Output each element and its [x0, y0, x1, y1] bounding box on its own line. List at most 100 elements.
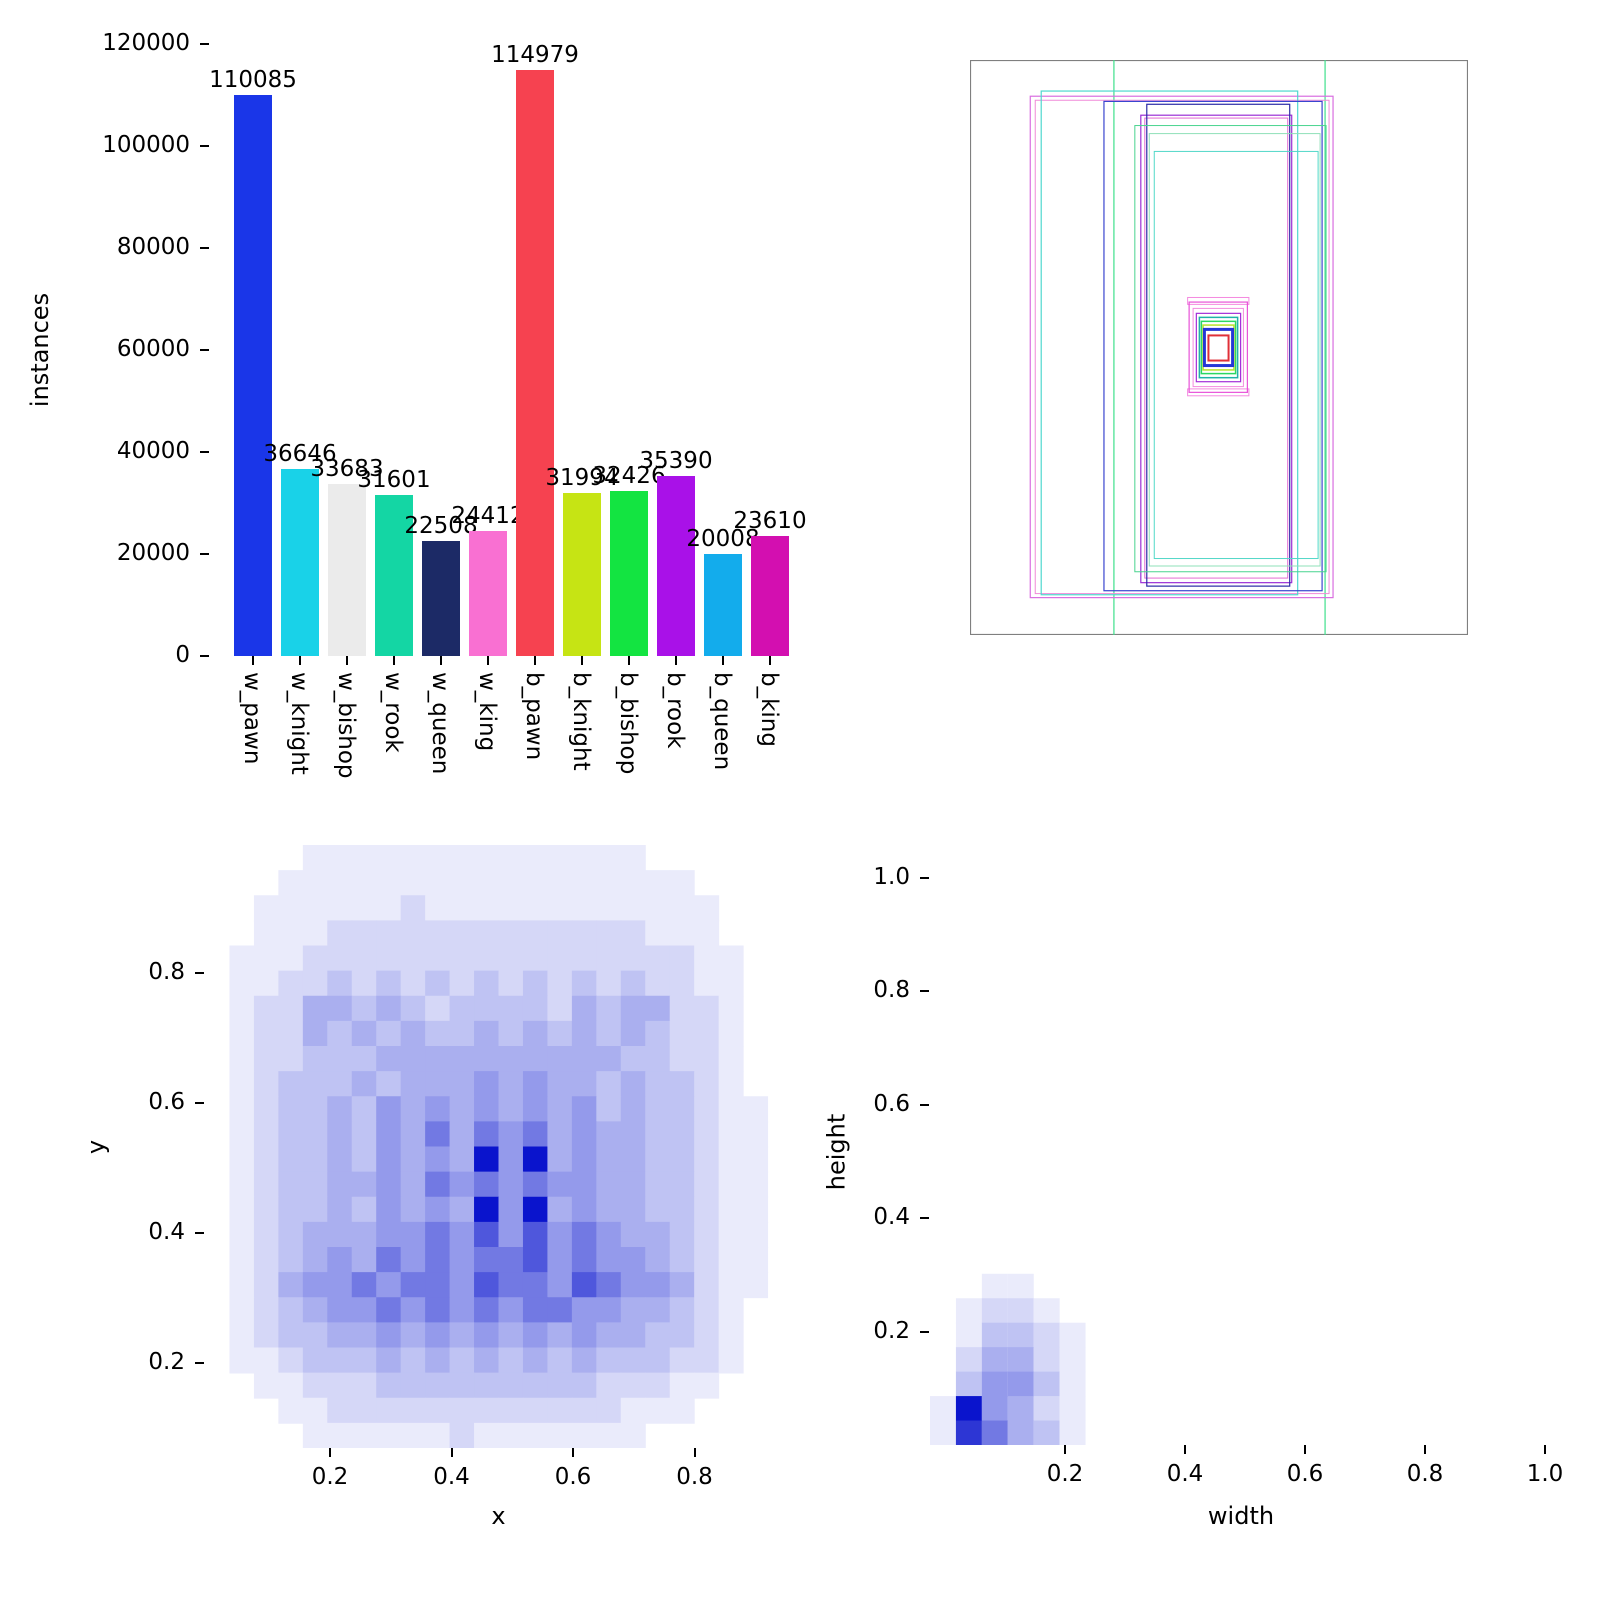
heatmap-cell — [425, 1297, 451, 1324]
heatmap-cell — [620, 1096, 646, 1123]
heatmap-cell — [351, 945, 377, 972]
heatmap-cell — [351, 1372, 377, 1399]
heatmap-cell — [620, 1221, 646, 1248]
heatmap-cell — [596, 995, 622, 1022]
heatmap-cell — [474, 870, 500, 897]
heatmap-cell — [596, 1297, 622, 1324]
heatmap-cell — [645, 1272, 671, 1299]
heatmap-cell — [327, 1347, 353, 1374]
heatmap-cell — [645, 895, 671, 922]
y-tick-label: 0.4 — [148, 1219, 185, 1245]
heatmap-cell — [474, 1247, 500, 1273]
heatmap-cell — [596, 1146, 622, 1173]
heatmap-cell — [669, 1196, 695, 1223]
heatmap-cell — [498, 870, 524, 897]
heatmap-cell — [669, 995, 695, 1022]
heatmap-cell — [981, 1396, 1008, 1422]
heatmap-cell — [620, 1196, 646, 1223]
heatmap-cell — [694, 1046, 720, 1072]
heatmap-cell — [645, 1146, 671, 1173]
heatmap-cell — [376, 870, 402, 897]
x-tick-mark — [1544, 1445, 1546, 1454]
heatmap-cell — [596, 1272, 622, 1299]
heatmap-cell — [253, 1347, 279, 1374]
heatmap-cell — [669, 1020, 695, 1047]
heatmap-cell — [645, 945, 671, 972]
heatmap-cell — [449, 1096, 475, 1123]
heatmap-cell — [425, 970, 451, 997]
heatmap-cell — [620, 920, 646, 947]
heatmap-cell — [547, 870, 573, 897]
heatmap-cell — [425, 1020, 451, 1047]
heatmap-cell — [376, 1096, 402, 1123]
x-tick-label-w_pawn: w_pawn — [239, 672, 265, 765]
heatmap-cell — [620, 1397, 646, 1424]
xy-x-axis-label: x — [205, 1502, 792, 1530]
x-tick-label-w_bishop: w_bishop — [333, 672, 359, 779]
wh-x-axis-label: width — [930, 1502, 1552, 1530]
heatmap-cell — [229, 1071, 255, 1098]
bbox-outline-3 — [1040, 90, 1299, 596]
heatmap-cell — [253, 1146, 279, 1173]
heatmap-cell — [449, 870, 475, 897]
x-tick-mark — [329, 1448, 331, 1457]
heatmap-cell — [425, 895, 451, 922]
heatmap-cell — [253, 1247, 279, 1273]
heatmap-cell — [327, 1171, 353, 1198]
heatmap-cell — [253, 1272, 279, 1299]
heatmap-cell — [425, 1146, 451, 1173]
heatmap-cell — [302, 895, 328, 922]
bar-value-label: 36646 — [263, 441, 337, 468]
heatmap-cell — [400, 1121, 426, 1148]
heatmap-cell — [229, 1020, 255, 1047]
heatmap-cell — [498, 1347, 524, 1374]
heatmap-cell — [743, 1121, 769, 1148]
heatmap-cell — [302, 870, 328, 897]
heatmap-cell — [571, 970, 597, 997]
heatmap-cell — [253, 1071, 279, 1098]
xy-y-axis-label-text: y — [81, 1139, 110, 1154]
heatmap-cell — [596, 870, 622, 897]
heatmap-cell — [596, 920, 622, 947]
heatmap-cell — [694, 1020, 720, 1047]
heatmap-cell — [278, 945, 304, 972]
heatmap-cell — [376, 1247, 402, 1273]
heatmap-cell — [229, 1046, 255, 1072]
bar-value-label: 35390 — [639, 447, 713, 474]
bbox-outline-14 — [1192, 307, 1244, 388]
x-tick-mark — [1064, 1445, 1066, 1454]
bar-value-label: 33683 — [310, 456, 384, 483]
heatmap-cell — [522, 1046, 548, 1072]
heatmap-cell — [327, 995, 353, 1022]
heatmap-cell — [449, 895, 475, 922]
heatmap-cell — [449, 970, 475, 997]
wh-x-axis-label-text: width — [1207, 1502, 1275, 1530]
y-tick-label: 0.6 — [873, 1090, 910, 1117]
heatmap-cell — [474, 1096, 500, 1123]
heatmap-cell — [400, 870, 426, 897]
heatmap-cell — [351, 1196, 377, 1223]
bbox-outline-5 — [1140, 114, 1293, 584]
heatmap-cell — [400, 1221, 426, 1248]
heatmap-cell — [376, 995, 402, 1022]
heatmap-cell — [327, 1297, 353, 1324]
heatmap-cell — [229, 1096, 255, 1123]
bbox-outline-7 — [1146, 103, 1291, 587]
heatmap-cell — [547, 1046, 573, 1072]
heatmap-cell — [302, 970, 328, 997]
heatmap-cell — [229, 1247, 255, 1273]
heatmap-cell — [669, 1096, 695, 1123]
heatmap-cell — [449, 1397, 475, 1424]
heatmap-cell — [474, 1347, 500, 1374]
heatmap-cell — [376, 1196, 402, 1223]
x-tick-label-w_rook: w_rook — [380, 672, 406, 753]
heatmap-cell — [694, 1372, 720, 1399]
heatmap-cell — [547, 1347, 573, 1374]
heatmap-cell — [253, 1221, 279, 1248]
heatmap-cell — [449, 1196, 475, 1223]
heatmap-cell — [253, 1096, 279, 1123]
heatmap-cell — [425, 1096, 451, 1123]
heatmap-cell — [669, 1121, 695, 1148]
heatmap-cell — [229, 1347, 255, 1374]
heatmap-cell — [547, 845, 573, 871]
